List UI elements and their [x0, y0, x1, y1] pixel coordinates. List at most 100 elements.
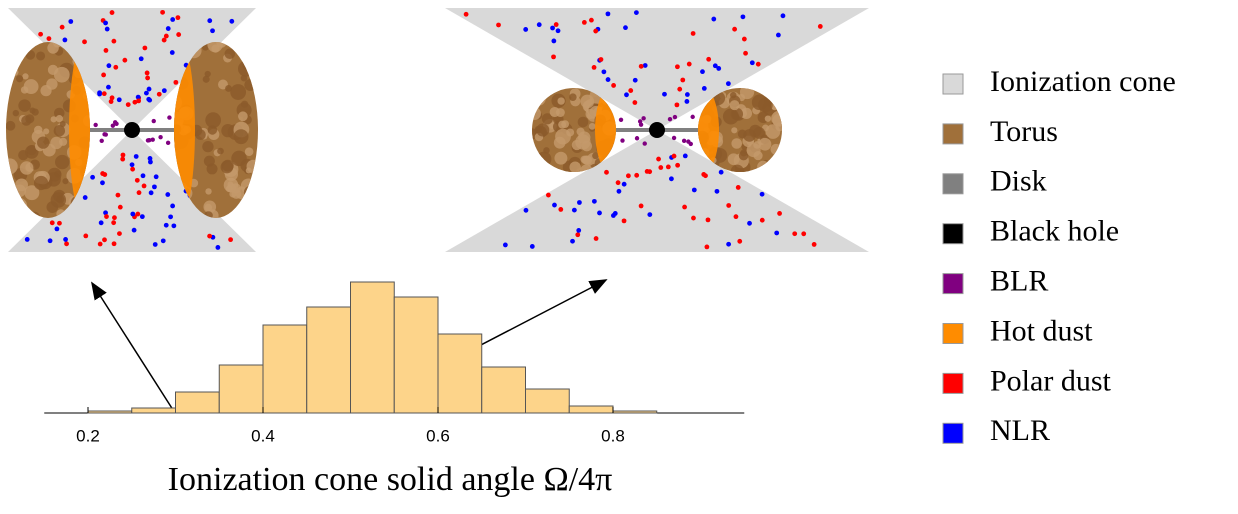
torus-clump	[25, 114, 34, 123]
cloud	[554, 22, 559, 27]
cloud	[713, 63, 718, 68]
blr-cloud	[151, 137, 155, 141]
cloud	[734, 214, 739, 219]
cloud	[170, 17, 175, 22]
bar	[613, 411, 657, 413]
cloud	[164, 34, 169, 39]
torus-clump	[244, 186, 257, 199]
blr-cloud	[620, 138, 624, 142]
cloud	[207, 234, 212, 239]
cloud	[726, 81, 731, 86]
legend-label: Disk	[990, 165, 1047, 198]
cloud	[210, 28, 215, 33]
torus-clump	[11, 68, 19, 76]
torus-clump	[765, 115, 771, 121]
blr-cloud	[93, 123, 97, 127]
cloud	[176, 15, 181, 20]
torus-clump	[62, 178, 68, 184]
cloud	[643, 63, 648, 68]
cone	[445, 8, 869, 130]
cloud	[116, 193, 121, 198]
cloud	[550, 26, 555, 31]
cloud	[736, 185, 741, 190]
cloud	[170, 204, 175, 209]
cloud	[100, 180, 105, 185]
torus-clump	[207, 163, 218, 174]
blr-cloud	[686, 139, 690, 143]
cloud	[776, 33, 781, 38]
cloud	[122, 58, 127, 63]
cloud	[704, 244, 709, 249]
torus-clump	[34, 126, 42, 134]
torus-clump	[731, 127, 737, 133]
legend-label: Torus	[990, 115, 1058, 148]
torus-clump	[238, 61, 254, 77]
cloud	[113, 65, 118, 70]
torus-clump	[558, 121, 566, 129]
torus-clump	[582, 156, 591, 165]
cloud	[157, 92, 162, 97]
blr-cloud	[152, 119, 156, 123]
torus-clump	[27, 214, 33, 220]
torus-clump	[9, 71, 15, 77]
cloud	[102, 91, 107, 96]
cloud	[130, 167, 135, 172]
cloud	[691, 31, 696, 36]
cloud	[112, 215, 117, 220]
torus-clump	[59, 138, 67, 146]
cloud	[83, 233, 88, 238]
cloud	[229, 19, 234, 24]
cloud	[604, 170, 609, 175]
cloud	[99, 220, 104, 225]
cloud	[62, 38, 67, 43]
cloud	[104, 48, 109, 53]
torus-clump	[536, 152, 551, 167]
cloud	[711, 17, 716, 22]
cloud	[706, 57, 711, 62]
x-tick-label: 0.4	[251, 426, 275, 445]
torus-clump	[205, 204, 213, 212]
cloud	[118, 205, 123, 210]
cloud	[624, 92, 629, 97]
torus-clump	[554, 152, 567, 165]
torus-clump	[569, 162, 580, 173]
cloud	[777, 211, 782, 216]
torus-clump	[18, 99, 31, 112]
cloud	[176, 32, 181, 37]
torus-clump	[241, 178, 256, 193]
cloud	[589, 18, 594, 23]
legend-label: Polar dust	[990, 364, 1112, 397]
cloud	[732, 27, 737, 32]
cloud	[575, 232, 580, 237]
cloud	[702, 86, 707, 91]
bar	[351, 282, 395, 413]
torus-clump	[205, 188, 211, 194]
cloud	[537, 22, 542, 27]
cloud	[215, 245, 220, 250]
cloud	[682, 205, 687, 210]
torus-clump	[21, 86, 28, 93]
torus-clump	[60, 121, 66, 127]
cloud	[171, 223, 176, 228]
cloud	[145, 76, 150, 81]
blr-cloud	[167, 115, 171, 119]
torus-clump	[572, 140, 582, 150]
torus-clump	[253, 75, 259, 81]
cloud	[101, 73, 106, 78]
cloud	[141, 173, 146, 178]
torus-clump	[195, 129, 206, 140]
cloud	[149, 190, 154, 195]
torus-clump	[759, 138, 772, 151]
torus-clump	[246, 206, 261, 221]
torus-clump	[221, 161, 234, 174]
cloud	[523, 27, 528, 32]
bar	[176, 392, 220, 413]
torus-clump	[758, 98, 773, 113]
blr-cloud	[673, 115, 677, 119]
cloud	[142, 46, 147, 51]
torus-clump	[569, 93, 577, 101]
torus-clump	[578, 117, 589, 128]
cloud	[105, 27, 110, 32]
cloud	[715, 189, 720, 194]
torus-clump	[776, 92, 782, 98]
